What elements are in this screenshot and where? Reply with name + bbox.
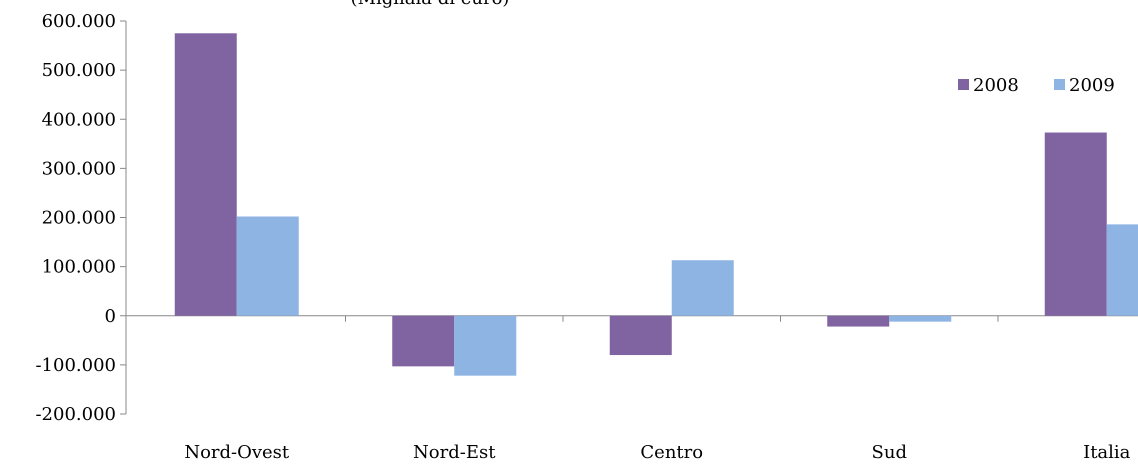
legend: 2008 2009 <box>958 75 1115 96</box>
bar-2009-nord-ovest <box>236 216 299 316</box>
x-tick-label: Sud <box>872 442 907 463</box>
bar-2009-italia <box>1106 224 1138 316</box>
legend-swatch-2009 <box>1054 79 1065 90</box>
legend-swatch-2008 <box>958 79 969 90</box>
bar-2009-sud <box>889 315 952 322</box>
bar-2009-nord-est <box>454 315 517 376</box>
y-tick-label: 0 <box>105 306 116 327</box>
x-tick-label: Italia <box>1083 442 1131 463</box>
y-axis-ticks: 600.000 500.000 400.000 300.000 200.000 100.0… <box>35 11 126 425</box>
x-tick-label: Centro <box>640 442 703 463</box>
y-tick-label: -100.000 <box>35 355 116 376</box>
y-tick-label: 200.000 <box>42 208 116 229</box>
bar-2008-italia <box>1044 132 1107 316</box>
x-tick-label: Nord-Ovest <box>184 442 290 463</box>
bar-2008-nord-est <box>392 315 455 367</box>
bar-2008-centro <box>609 315 672 356</box>
x-axis-ticks: Nord-Ovest Nord-Est Centro Sud Italia <box>184 315 1131 463</box>
y-tick-label: 600.000 <box>42 11 116 32</box>
y-tick-label: -200.000 <box>35 404 116 425</box>
bar-2008-nord-ovest <box>174 33 237 316</box>
y-tick-label: 400.000 <box>42 109 116 130</box>
x-tick-label: Nord-Est <box>413 442 496 463</box>
bars <box>174 33 1138 376</box>
y-tick-label: 100.000 <box>42 257 116 278</box>
bar-2009-centro <box>671 260 734 316</box>
legend-label-2009: 2009 <box>1069 75 1115 96</box>
y-tick-label: 300.000 <box>42 158 116 179</box>
legend-label-2008: 2008 <box>973 75 1019 96</box>
chart-title: (Migliaia di euro) <box>351 0 510 9</box>
bar-2008-sud <box>827 315 890 327</box>
y-tick-label: 500.000 <box>42 60 116 81</box>
